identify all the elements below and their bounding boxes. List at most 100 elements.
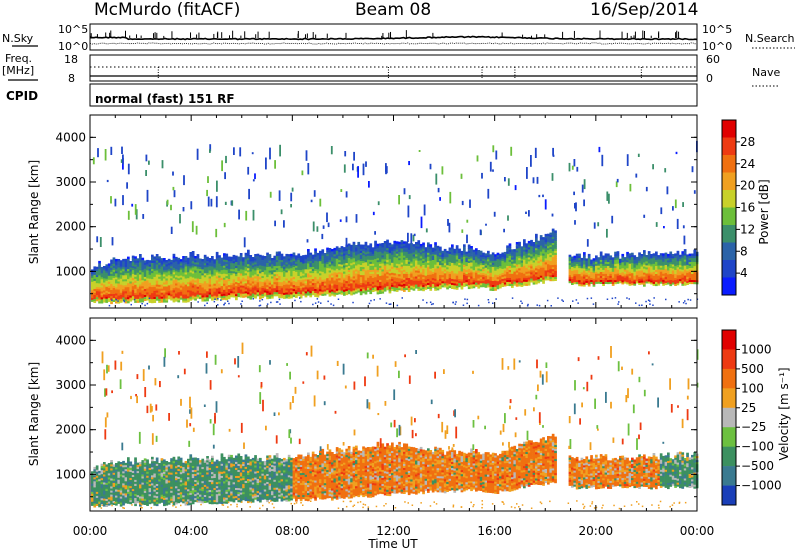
data-cell bbox=[203, 291, 207, 294]
data-cell bbox=[340, 248, 344, 251]
data-cell bbox=[609, 277, 613, 280]
data-cell bbox=[419, 288, 423, 291]
data-cell bbox=[525, 243, 529, 246]
data-cell bbox=[503, 260, 507, 263]
data-cell bbox=[458, 268, 461, 272]
data-cell bbox=[400, 286, 404, 289]
data-cell bbox=[155, 266, 159, 269]
data-cell bbox=[535, 239, 538, 243]
data-cell bbox=[455, 261, 459, 264]
data-cell bbox=[326, 277, 329, 281]
data-cell bbox=[98, 260, 101, 264]
data-cell bbox=[587, 253, 591, 257]
data-cell bbox=[554, 270, 557, 273]
data-cell bbox=[163, 262, 166, 265]
data-cell bbox=[578, 269, 581, 273]
data-cell bbox=[206, 276, 209, 280]
data-cell bbox=[391, 282, 394, 285]
data-cell bbox=[376, 275, 380, 279]
data-cell bbox=[266, 272, 269, 276]
data-cell bbox=[551, 272, 555, 276]
data-cell bbox=[263, 256, 267, 259]
data-cell bbox=[551, 240, 555, 243]
data-cell bbox=[259, 289, 262, 292]
data-cell bbox=[127, 272, 130, 276]
data-cell bbox=[398, 259, 401, 263]
data-cell bbox=[98, 275, 101, 278]
data-cell bbox=[232, 285, 236, 288]
data-cell bbox=[172, 298, 176, 301]
data-cell bbox=[350, 279, 353, 282]
data-cell bbox=[328, 278, 332, 281]
data-cell bbox=[307, 263, 310, 266]
data-cell bbox=[549, 276, 553, 280]
data-cell bbox=[112, 271, 116, 274]
data-cell bbox=[364, 247, 368, 251]
data-cell bbox=[508, 255, 512, 258]
data-cell bbox=[626, 257, 629, 261]
data-cell bbox=[628, 281, 632, 284]
data-cell bbox=[304, 289, 308, 292]
data-cell bbox=[530, 260, 533, 263]
data-cell bbox=[175, 261, 178, 264]
data-cell bbox=[391, 252, 394, 255]
data-cell bbox=[667, 260, 670, 263]
data-cell bbox=[388, 256, 392, 260]
data-cell bbox=[669, 253, 673, 256]
data-cell bbox=[158, 264, 161, 267]
data-cell bbox=[429, 250, 433, 253]
data-cell bbox=[247, 283, 250, 287]
data-cell bbox=[477, 272, 481, 275]
data-cell bbox=[323, 267, 327, 270]
data-cell bbox=[398, 279, 401, 283]
data-cell bbox=[379, 255, 382, 258]
data-cell bbox=[347, 243, 351, 246]
data-cell bbox=[369, 255, 373, 258]
data-cell bbox=[350, 268, 353, 272]
data-cell bbox=[573, 261, 577, 265]
data-cell bbox=[153, 288, 157, 291]
data-cell bbox=[223, 281, 226, 284]
data-cell bbox=[143, 278, 147, 281]
data-cell bbox=[388, 276, 392, 280]
data-cell bbox=[304, 258, 308, 262]
data-cell bbox=[139, 270, 142, 273]
data-cell bbox=[271, 292, 274, 295]
data-cell bbox=[551, 266, 555, 270]
data-cell bbox=[232, 281, 236, 284]
data-cell bbox=[309, 266, 313, 270]
data-cell bbox=[141, 283, 145, 287]
data-cell bbox=[439, 284, 442, 288]
data-cell bbox=[417, 244, 421, 247]
data-cell bbox=[379, 245, 382, 248]
data-cell bbox=[455, 275, 459, 278]
data-cell bbox=[115, 297, 118, 300]
data-cell bbox=[177, 283, 181, 287]
data-cell bbox=[271, 274, 274, 277]
data-cell bbox=[669, 277, 673, 280]
data-cell bbox=[530, 241, 533, 245]
data-cell bbox=[309, 292, 313, 296]
data-cell bbox=[249, 267, 253, 270]
data-cell bbox=[235, 289, 238, 293]
data-cell bbox=[465, 255, 469, 258]
data-cell bbox=[398, 269, 401, 273]
data-cell bbox=[191, 287, 195, 290]
data-cell bbox=[302, 261, 305, 264]
data-cell bbox=[544, 260, 548, 263]
data-cell bbox=[499, 261, 502, 265]
data-cell bbox=[110, 275, 113, 278]
data-cell bbox=[667, 274, 670, 277]
data-cell bbox=[551, 274, 555, 278]
data-cell bbox=[314, 270, 317, 273]
data-cell bbox=[115, 262, 118, 266]
data-cell bbox=[239, 289, 243, 292]
data-cell bbox=[225, 265, 229, 269]
data-cell bbox=[112, 263, 116, 266]
data-cell bbox=[424, 255, 428, 258]
data-cell bbox=[506, 261, 509, 264]
data-cell bbox=[587, 264, 591, 267]
data-cell bbox=[143, 292, 147, 295]
data-cell bbox=[266, 296, 269, 300]
data-cell bbox=[513, 259, 517, 262]
